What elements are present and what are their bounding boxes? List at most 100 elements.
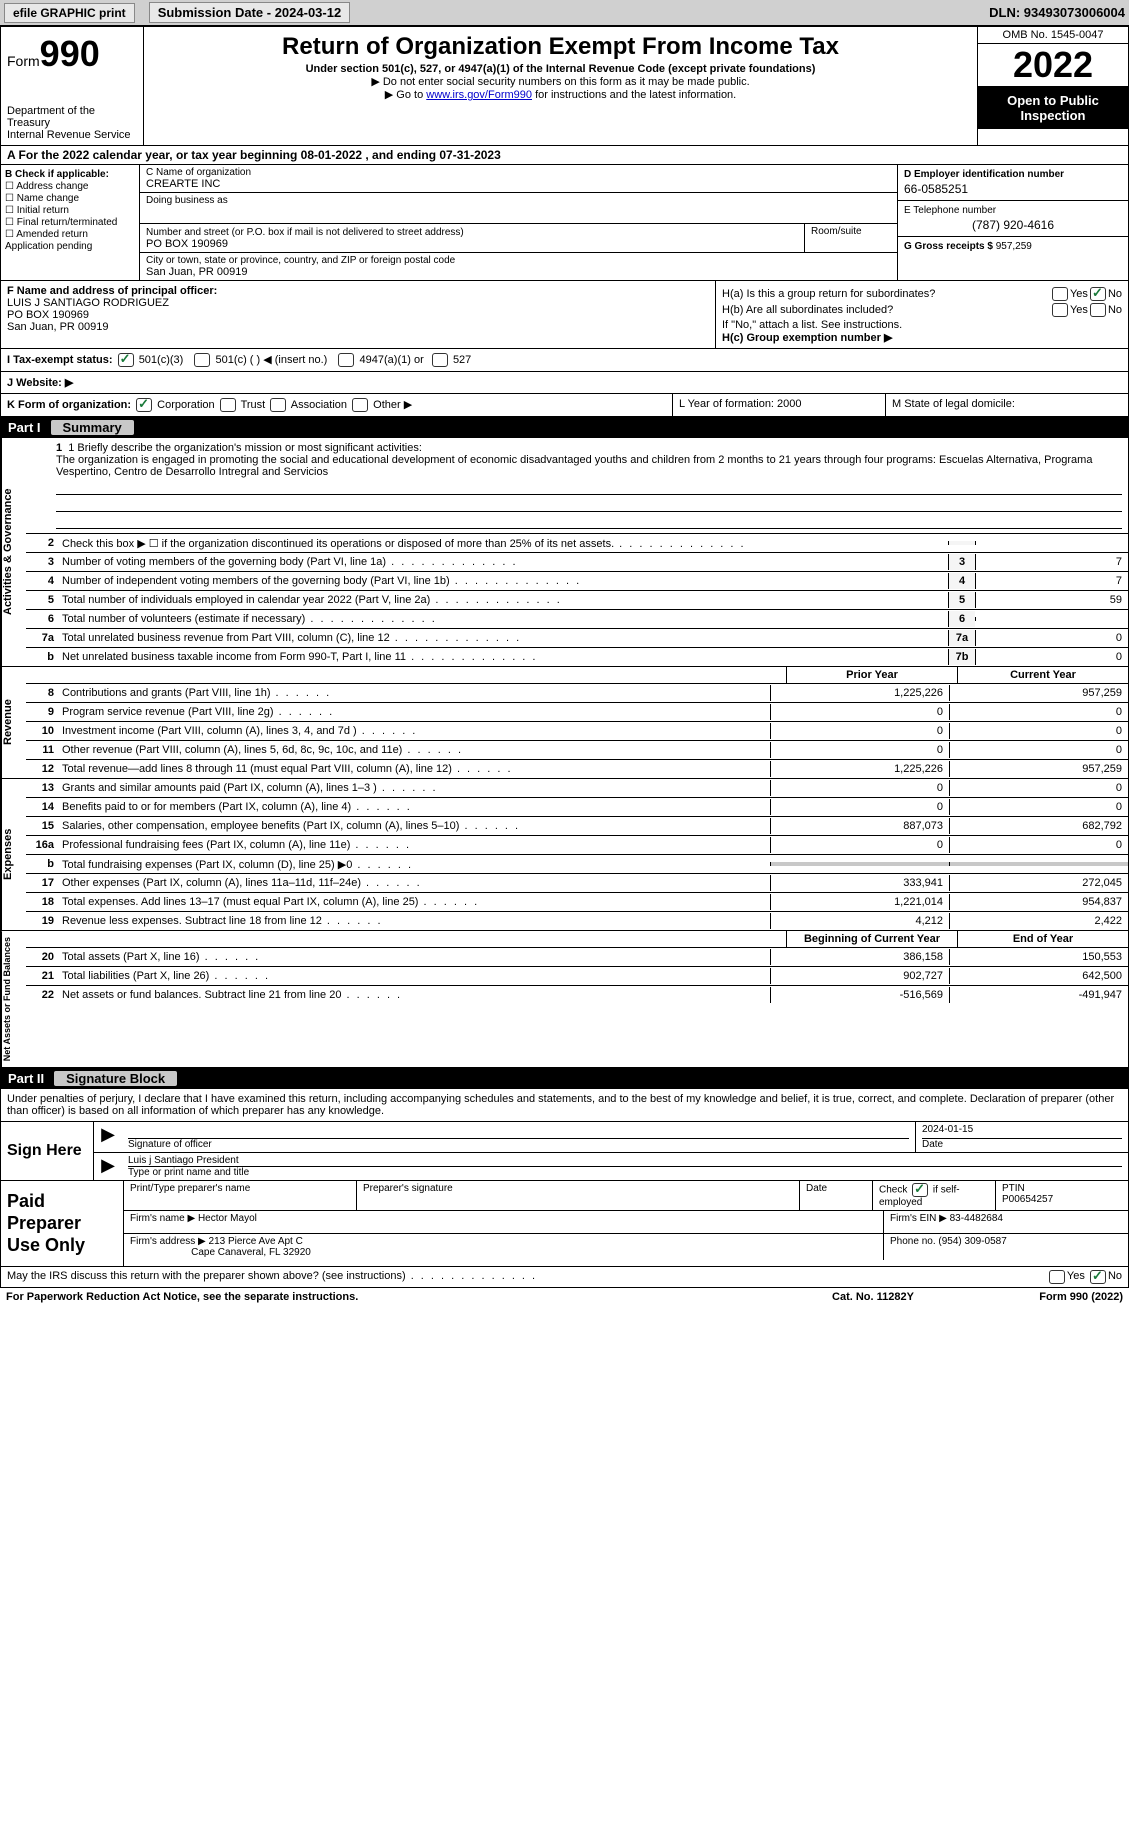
line-6: 6 Total number of volunteers (estimate i…: [26, 610, 1128, 629]
chk-501c[interactable]: [194, 353, 210, 367]
preparer-sig-label: Preparer's signature: [357, 1181, 800, 1210]
chk-amended-return[interactable]: ☐ Amended return: [5, 229, 135, 240]
row-m-state: M State of legal domicile:: [886, 394, 1128, 416]
chk-trust[interactable]: [220, 398, 236, 412]
pra-notice: For Paperwork Reduction Act Notice, see …: [6, 1291, 773, 1303]
form-header: Form990 Department of the Treasury Inter…: [0, 26, 1129, 146]
form-subtitle: Under section 501(c), 527, or 4947(a)(1)…: [148, 63, 973, 75]
name-title-label: Type or print name and title: [128, 1167, 249, 1178]
line-2: 2 Check this box ▶ ☐ if the organization…: [26, 534, 1128, 553]
row-i-tax-status: I Tax-exempt status: 501(c)(3) 501(c) ( …: [0, 349, 1129, 372]
row-k-form-org: K Form of organization: Corporation Trus…: [1, 394, 673, 416]
ein-label: D Employer identification number: [904, 169, 1064, 180]
line-13: 13 Grants and similar amounts paid (Part…: [26, 779, 1128, 798]
ha-yes[interactable]: [1052, 287, 1068, 301]
form-number: Form990: [7, 33, 137, 75]
line-b: b Net unrelated business taxable income …: [26, 648, 1128, 666]
row-a-tax-year: A For the 2022 calendar year, or tax yea…: [0, 146, 1129, 165]
irs-label: Internal Revenue Service: [7, 129, 137, 141]
sign-here-label: Sign Here: [1, 1122, 94, 1180]
col-prior-year: Prior Year: [786, 667, 957, 683]
line-11: 11 Other revenue (Part VIII, column (A),…: [26, 741, 1128, 760]
discuss-yes[interactable]: [1049, 1270, 1065, 1284]
city-value: San Juan, PR 00919: [146, 266, 891, 278]
part-1-header: Part I Summary: [0, 417, 1129, 438]
chk-application-pending[interactable]: Application pending: [5, 241, 135, 252]
officer-name: LUIS J SANTIAGO RODRIGUEZ: [7, 297, 169, 309]
line-12: 12 Total revenue—add lines 8 through 11 …: [26, 760, 1128, 778]
chk-name-change[interactable]: ☐ Name change: [5, 193, 135, 204]
chk-4947[interactable]: [338, 353, 354, 367]
line-19: 19 Revenue less expenses. Subtract line …: [26, 912, 1128, 930]
chk-association[interactable]: [270, 398, 286, 412]
part-2-header: Part II Signature Block: [0, 1068, 1129, 1089]
efile-print-button[interactable]: efile GRAPHIC print: [4, 3, 135, 23]
tax-year: 2022: [978, 44, 1128, 87]
line-15: 15 Salaries, other compensation, employe…: [26, 817, 1128, 836]
hb-no[interactable]: [1090, 303, 1106, 317]
form-footer: Form 990 (2022): [973, 1291, 1123, 1303]
chk-other[interactable]: [352, 398, 368, 412]
hb-note: If "No," attach a list. See instructions…: [722, 319, 1122, 331]
hc-label: H(c) Group exemption number ▶: [722, 331, 1122, 344]
dba-label: Doing business as: [146, 195, 228, 206]
line-5: 5 Total number of individuals employed i…: [26, 591, 1128, 610]
line-22: 22 Net assets or fund balances. Subtract…: [26, 986, 1128, 1004]
chk-address-change[interactable]: ☐ Address change: [5, 181, 135, 192]
line-17: 17 Other expenses (Part IX, column (A), …: [26, 874, 1128, 893]
col-b-checkboxes: B Check if applicable: ☐ Address change …: [1, 165, 140, 280]
line-7a: 7a Total unrelated business revenue from…: [26, 629, 1128, 648]
preparer-name-label: Print/Type preparer's name: [124, 1181, 357, 1210]
top-toolbar: efile GRAPHIC print Submission Date - 20…: [0, 0, 1129, 26]
side-label-governance: Activities & Governance: [1, 438, 26, 666]
firm-ein-value: 83-4482684: [950, 1213, 1003, 1224]
mission-intro: 1 1 Briefly describe the organization's …: [56, 442, 1122, 454]
officer-label: F Name and address of principal officer:: [7, 285, 217, 297]
may-irs-discuss: May the IRS discuss this return with the…: [7, 1270, 1047, 1284]
cat-no: Cat. No. 11282Y: [773, 1291, 973, 1303]
sig-date-value: 2024-01-15: [922, 1124, 1122, 1139]
preparer-date-label: Date: [800, 1181, 873, 1210]
paid-preparer-label: Paid Preparer Use Only: [1, 1181, 124, 1266]
irs-link[interactable]: www.irs.gov/Form990: [426, 89, 532, 101]
firm-addr-label: Firm's address ▶: [130, 1236, 206, 1247]
chk-initial-return[interactable]: ☐ Initial return: [5, 205, 135, 216]
hb-yes[interactable]: [1052, 303, 1068, 317]
gross-label: G Gross receipts $: [904, 241, 993, 252]
ein-value: 66-0585251: [904, 182, 1122, 196]
gross-value: 957,259: [996, 241, 1032, 252]
street-value: PO BOX 190969: [146, 238, 798, 250]
firm-addr2: Cape Canaveral, FL 32920: [191, 1247, 311, 1258]
sig-date-label: Date: [922, 1139, 943, 1150]
open-inspection-badge: Open to Public Inspection: [978, 87, 1128, 129]
discuss-no[interactable]: [1090, 1270, 1106, 1284]
dln-label: DLN: 93493073006004: [989, 5, 1125, 20]
line-10: 10 Investment income (Part VIII, column …: [26, 722, 1128, 741]
officer-addr2: San Juan, PR 00919: [7, 321, 109, 333]
line-b: b Total fundraising expenses (Part IX, c…: [26, 855, 1128, 874]
line-9: 9 Program service revenue (Part VIII, li…: [26, 703, 1128, 722]
line-20: 20 Total assets (Part X, line 16) 386,15…: [26, 948, 1128, 967]
line-21: 21 Total liabilities (Part X, line 26) 9…: [26, 967, 1128, 986]
side-label-net-assets: Net Assets or Fund Balances: [1, 931, 26, 1067]
ha-label: H(a) Is this a group return for subordin…: [722, 288, 1050, 300]
sig-arrow-icon: ▶: [94, 1122, 122, 1152]
officer-name-title: Luis j Santiago President: [128, 1155, 1122, 1167]
chk-final-return[interactable]: ☐ Final return/terminated: [5, 217, 135, 228]
firm-ein-label: Firm's EIN ▶: [890, 1213, 947, 1224]
sig-officer-label: Signature of officer: [128, 1139, 212, 1150]
chk-corporation[interactable]: [136, 398, 152, 412]
chk-self-employed[interactable]: [912, 1183, 928, 1197]
chk-501c3[interactable]: [118, 353, 134, 367]
row-j-website: J Website: ▶: [0, 372, 1129, 394]
side-label-expenses: Expenses: [1, 779, 26, 930]
dept-label: Department of the Treasury: [7, 105, 137, 129]
org-name-label: C Name of organization: [146, 167, 251, 178]
room-suite-label: Room/suite: [805, 224, 897, 252]
line-18: 18 Total expenses. Add lines 13–17 (must…: [26, 893, 1128, 912]
firm-phone-value: (954) 309-0587: [938, 1236, 1006, 1247]
chk-527[interactable]: [432, 353, 448, 367]
self-employed-check: Check if self-employed: [873, 1181, 996, 1210]
line-8: 8 Contributions and grants (Part VIII, l…: [26, 684, 1128, 703]
ha-no[interactable]: [1090, 287, 1106, 301]
